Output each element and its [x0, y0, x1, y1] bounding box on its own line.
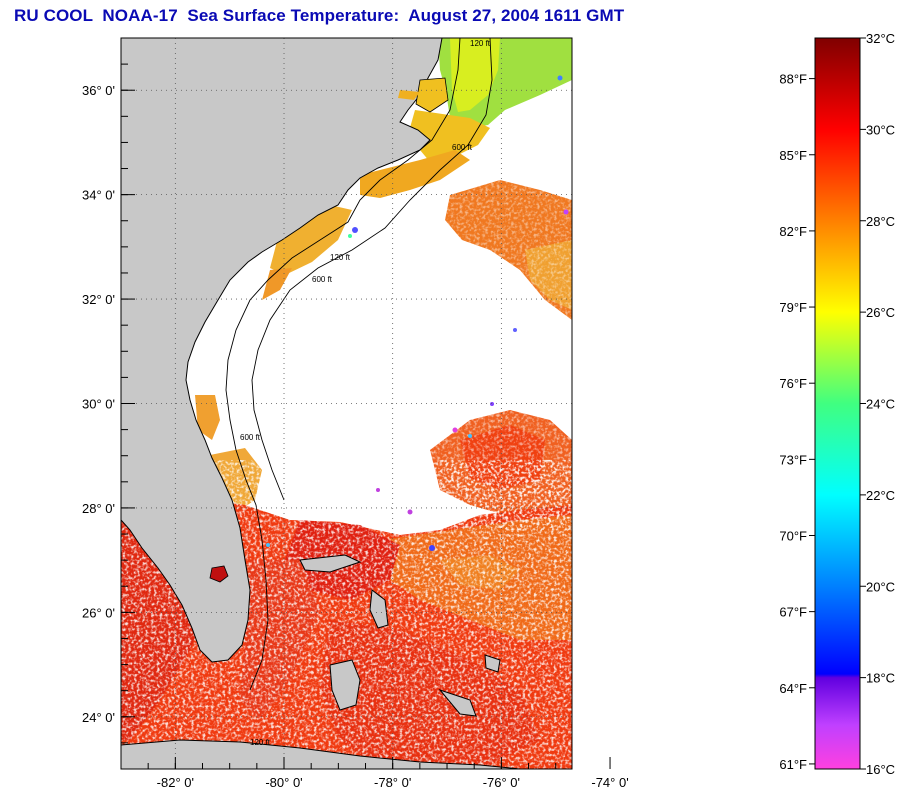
latitude-labels: 36° 0' 34° 0' 32° 0' 30° 0' 28° 0' 26° 0' 24° … — [82, 83, 115, 725]
celsius-label: 30°C — [866, 122, 895, 137]
isobath-label: 120 ft — [470, 39, 491, 48]
colorbar-ticks — [809, 37, 866, 770]
fahrenheit-label: 76°F — [779, 376, 807, 391]
lat-label: 24° 0' — [82, 710, 115, 725]
celsius-label: 20°C — [866, 579, 895, 594]
isobath-label: 120 ft — [250, 738, 271, 747]
celsius-label: 28°C — [866, 214, 895, 229]
celsius-label: 32°C — [866, 31, 895, 46]
fahrenheit-label: 70°F — [779, 528, 807, 543]
celsius-label: 22°C — [866, 488, 895, 503]
fahrenheit-label: 85°F — [779, 148, 807, 163]
colorbar-gradient — [814, 37, 861, 770]
lon-label: -74° 0' — [591, 775, 628, 790]
fahrenheit-label: 79°F — [779, 300, 807, 315]
fahrenheit-label: 64°F — [779, 681, 807, 696]
graticule — [121, 38, 572, 769]
map-title: RU COOL NOAA-17 Sea Surface Temperature:… — [14, 6, 625, 25]
fahrenheit-label: 67°F — [779, 605, 807, 620]
celsius-label: 18°C — [866, 671, 895, 686]
lat-label: 36° 0' — [82, 83, 115, 98]
lat-label: 34° 0' — [82, 188, 115, 203]
fahrenheit-label: 61°F — [779, 757, 807, 772]
axis-ticks — [120, 37, 611, 770]
lon-label: -80° 0' — [265, 775, 302, 790]
lat-label: 30° 0' — [82, 397, 115, 412]
isobath-label: 120 ft — [330, 253, 351, 262]
cuba-land — [121, 739, 521, 769]
lon-label: -82° 0' — [157, 775, 194, 790]
celsius-label: 16°C — [866, 762, 895, 777]
lat-label: 26° 0' — [82, 605, 115, 620]
celsius-labels: 32°C 30°C 28°C 26°C 24°C 22°C 20°C 18°C 16°C — [866, 31, 895, 777]
isobath-labels: 120 ft 600 ft 120 ft 600 ft 600 ft 120 f… — [240, 39, 491, 747]
grand-bahama-island — [299, 554, 362, 573]
celsius-label: 26°C — [866, 305, 895, 320]
lat-label: 28° 0' — [82, 501, 115, 516]
isobath-label: 600 ft — [452, 143, 473, 152]
isobath-label: 600 ft — [312, 275, 333, 284]
longitude-labels: -82° 0' -80° 0' -78° 0' -76° 0' -74° 0' — [157, 775, 629, 790]
land-mass — [121, 38, 443, 663]
celsius-label: 24°C — [866, 397, 895, 412]
lat-label: 32° 0' — [82, 292, 115, 307]
fahrenheit-label: 82°F — [779, 224, 807, 239]
lake-okeechobee — [209, 565, 229, 583]
fahrenheit-labels: 88°F 85°F 82°F 79°F 76°F 73°F 70°F 67°F 64°F 61°F — [779, 72, 807, 772]
andros-island — [329, 659, 361, 711]
lon-label: -78° 0' — [374, 775, 411, 790]
isobath-label: 600 ft — [240, 433, 261, 442]
fahrenheit-label: 73°F — [779, 452, 807, 467]
fahrenheit-label: 88°F — [779, 72, 807, 87]
isobaths — [225, 38, 493, 691]
lon-label: -76° 0' — [483, 775, 520, 790]
